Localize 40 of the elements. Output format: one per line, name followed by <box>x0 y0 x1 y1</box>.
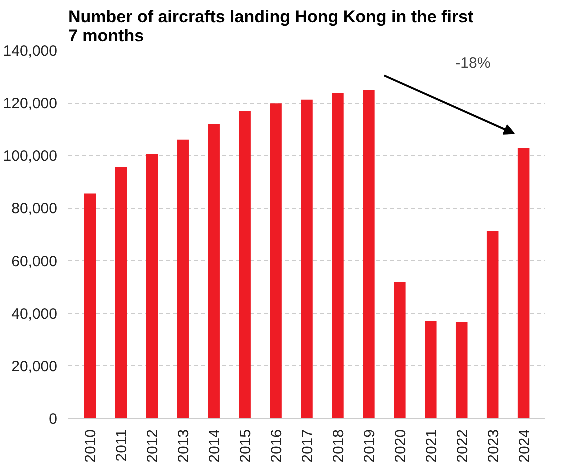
x-tick-label: 2010 <box>82 429 100 463</box>
bar <box>425 321 437 418</box>
x-tick-label: 2021 <box>423 429 440 463</box>
x-tick-label: 2018 <box>330 429 348 463</box>
x-tick-label: 2016 <box>268 429 286 463</box>
chart-title: Number of aircrafts landing Hong Kong in the first 7 months <box>68 8 474 46</box>
y-tick-label: 100,000 <box>3 148 58 166</box>
bar <box>363 90 375 418</box>
x-tick-label: 2015 <box>238 429 255 463</box>
bar <box>239 111 251 418</box>
x-tick-label: 2017 <box>300 429 316 463</box>
annotation: -18% <box>456 54 491 72</box>
bar <box>270 104 282 418</box>
bar <box>208 124 220 418</box>
bar <box>486 231 499 418</box>
bar <box>177 140 189 418</box>
bar <box>115 167 128 418</box>
bar <box>146 154 158 418</box>
y-tick-label: 140,000 <box>3 43 58 60</box>
x-tick-label: 2013 <box>176 429 193 463</box>
bar <box>518 148 530 418</box>
x-tick-label: 2014 <box>206 429 224 463</box>
bar <box>332 93 344 418</box>
y-tick-label: 80,000 <box>12 200 58 218</box>
x-tick-label: 2020 <box>392 429 410 463</box>
x-tick-label: 2011 <box>114 429 131 462</box>
bar <box>84 194 96 418</box>
y-tick-label: 40,000 <box>12 306 58 323</box>
y-tick-label: 20,000 <box>12 358 58 376</box>
y-tick-label: 120,000 <box>3 96 58 113</box>
y-tick-label: 60,000 <box>12 253 58 270</box>
x-tick-label: 2012 <box>144 429 162 463</box>
x-tick-label: 2024 <box>516 429 534 463</box>
x-tick-label: 2023 <box>485 429 502 463</box>
x-tick-label: 2022 <box>454 429 472 463</box>
bar <box>301 100 313 418</box>
bar <box>456 322 468 418</box>
x-tick-label: 2019 <box>361 429 378 463</box>
bar <box>394 282 406 418</box>
y-tick-label: 0 <box>49 411 58 428</box>
